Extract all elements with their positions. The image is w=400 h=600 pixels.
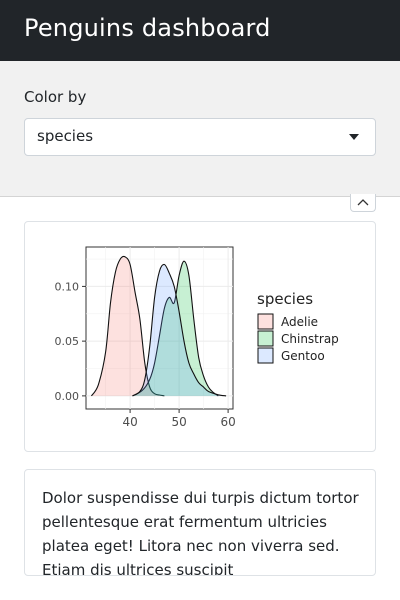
plot-card: 40 50 60 0.00 0.05 0.10 species Adelie Chinstr…	[24, 221, 376, 452]
sidebar-collapse-button[interactable]	[350, 194, 376, 212]
density-area-chinstrap	[132, 261, 219, 396]
color-by-select[interactable]: species	[24, 118, 376, 156]
text-card-body: Dolor suspendisse dui turpis dictum tort…	[42, 489, 359, 576]
text-card: Dolor suspendisse dui turpis dictum tort…	[24, 469, 376, 576]
legend-key-gentoo	[257, 347, 274, 364]
color-by-select-value: species	[37, 127, 94, 145]
density-area-adelie	[91, 256, 165, 396]
color-by-label: Color by	[24, 88, 87, 106]
density-area-gentoo	[132, 264, 227, 396]
legend-key-bg	[258, 348, 273, 363]
density-line-adelie	[90, 255, 165, 397]
plot-panel	[85, 246, 234, 410]
y-tick-label: 0.10	[55, 280, 80, 293]
legend-title: species	[257, 290, 313, 308]
density-line-gentoo	[132, 263, 227, 397]
y-tick-label: 0.00	[55, 390, 80, 403]
chevron-up-icon	[357, 199, 369, 206]
density-line-chinstrap	[132, 260, 219, 397]
x-tick-label: 50	[171, 415, 186, 429]
caret-down-icon	[349, 134, 359, 140]
legend-key-adelie	[257, 313, 274, 330]
legend-label-gentoo: Gentoo	[281, 349, 325, 363]
y-tick-label: 0.05	[55, 335, 80, 348]
legend-label-chinstrap: Chinstrap	[281, 332, 339, 346]
navbar: Penguins dashboard	[0, 0, 400, 61]
density-plot: 40 50 60 0.00 0.05 0.10 species Adelie Chinstr…	[55, 246, 339, 429]
x-tick-label: 40	[122, 415, 137, 429]
legend-label-adelie: Adelie	[281, 315, 318, 329]
page-title: Penguins dashboard	[24, 14, 271, 42]
sidebar: Color by species	[0, 61, 400, 197]
legend-key-bg	[258, 314, 273, 329]
legend-key-bg	[258, 331, 273, 346]
x-tick-label: 60	[220, 415, 235, 429]
legend-key-chinstrap	[257, 330, 274, 347]
